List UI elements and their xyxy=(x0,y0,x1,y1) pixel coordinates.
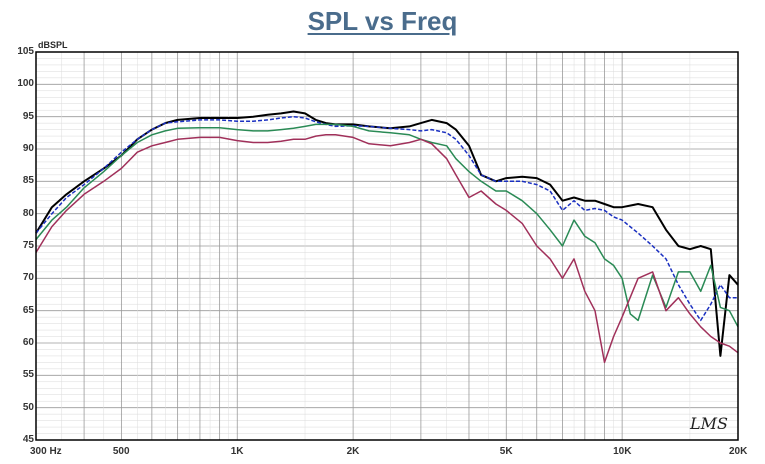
y-tick-label: 80 xyxy=(22,207,34,219)
x-tick-label: 10K xyxy=(613,446,632,457)
series-line-2 xyxy=(35,115,738,322)
grid xyxy=(35,51,739,441)
lms-watermark: LMS xyxy=(690,414,728,433)
chart-title: SPL vs Freq xyxy=(307,6,458,36)
series-line-3 xyxy=(35,123,739,328)
x-tick-label: 5K xyxy=(499,446,513,457)
y-tick-label: 90 xyxy=(22,143,34,154)
y-tick-label: 75 xyxy=(22,240,34,251)
plot-frame xyxy=(35,51,739,441)
y-tick-label: 45 xyxy=(22,434,34,445)
x-tick-label: 500 xyxy=(112,446,130,457)
y-tick-label: 95 xyxy=(22,110,34,122)
x-tick-label: 300 Hz xyxy=(30,446,62,457)
series-line-4 xyxy=(35,134,739,364)
y-tick-label: 60 xyxy=(22,337,34,348)
y-axis-label: dBSPL xyxy=(38,40,68,50)
x-tick-label: 20K xyxy=(729,446,748,457)
x-tick-label: 2K xyxy=(346,446,360,457)
y-tick-label: 50 xyxy=(22,401,34,413)
y-tick-label: 65 xyxy=(22,304,34,316)
x-tick-label: 1K xyxy=(230,446,244,457)
y-tick-label: 85 xyxy=(22,175,34,187)
series-line-1 xyxy=(35,110,739,357)
series-lines xyxy=(35,110,739,364)
y-tick-label: 55 xyxy=(22,369,34,381)
y-tick-label: 70 xyxy=(22,272,34,284)
y-tick-label: 100 xyxy=(17,78,34,90)
y-tick-label: 105 xyxy=(17,46,34,57)
